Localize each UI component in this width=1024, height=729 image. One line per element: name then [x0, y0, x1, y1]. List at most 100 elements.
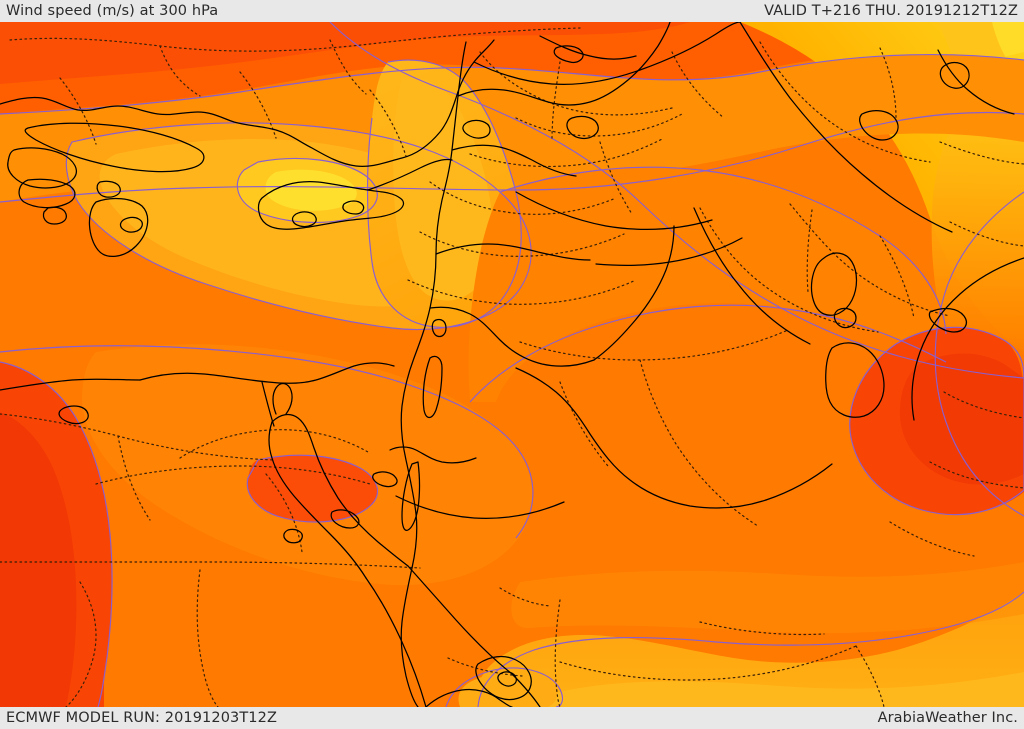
- island-small-2: [96, 180, 121, 198]
- contour-line: [934, 191, 1024, 517]
- coastline-sinai: [271, 413, 409, 567]
- coastline-nile-delta: [261, 381, 275, 427]
- coastline-lake-tuz: [566, 115, 599, 140]
- island-aegean-1: [7, 147, 77, 189]
- island-small-1: [42, 206, 68, 225]
- border-saudi-kuwait: [765, 463, 833, 501]
- border-iraq-iran: [739, 22, 953, 233]
- coastline-gulf-detail: [372, 471, 398, 488]
- map-viewport[interactable]: [0, 22, 1024, 707]
- admin-border: [671, 51, 725, 119]
- admin-border: [196, 569, 219, 707]
- coastline-redsea-east: [511, 673, 541, 707]
- band-gulf-core: [899, 353, 1024, 485]
- admin-border: [699, 621, 825, 636]
- island-rhodes: [88, 197, 149, 257]
- admin-border: [806, 209, 813, 293]
- contour-line: [477, 591, 1024, 707]
- island-aegean-2: [18, 178, 76, 209]
- contour-line: [329, 22, 1024, 379]
- coastline-red-sea-east: [407, 565, 513, 675]
- coastline-qatar: [810, 252, 858, 316]
- coastline-dead-sea: [422, 355, 443, 419]
- island-small-3: [119, 216, 143, 233]
- coastline-lake-urmia: [939, 61, 970, 89]
- island-crete-like: [24, 122, 205, 173]
- band-redsea-pocket: [458, 671, 558, 707]
- contour-line: [445, 667, 564, 707]
- admin-border: [0, 561, 421, 569]
- coastline-gulf-suez-west: [268, 421, 367, 579]
- admin-border: [407, 279, 637, 305]
- contour-line: [469, 304, 947, 403]
- contour-line-layer: [0, 22, 1024, 707]
- coastline-uae: [825, 342, 885, 418]
- valid-time-label: VALID T+216 THU. 20191212T12Z: [764, 3, 1018, 19]
- admin-border: [889, 521, 975, 557]
- band-arabia-midstreak: [511, 562, 1024, 634]
- admin-border: [419, 231, 625, 257]
- admin-border: [429, 181, 617, 215]
- admin-border: [879, 235, 915, 319]
- coastline-turkey-lake-van: [859, 110, 899, 141]
- cyprus-karpas: [367, 158, 453, 191]
- admin-border: [59, 77, 97, 145]
- contour-line: [65, 122, 532, 331]
- coastline-cyprus: [257, 180, 405, 230]
- band-saudi: [476, 592, 1024, 707]
- border-arabia-center: [693, 207, 811, 345]
- coastline-red-sea-west: [365, 577, 427, 707]
- coastline-levant: [400, 41, 467, 707]
- coastline-farasan: [497, 671, 517, 687]
- band-west-egypt-core: [0, 412, 77, 707]
- contour-line: [236, 157, 378, 223]
- contour-line: [0, 361, 113, 707]
- band-saudi-inner: [540, 672, 1024, 707]
- coastline-jeddah: [475, 655, 532, 701]
- admin-border: [117, 435, 151, 521]
- cyprus-detail-2: [291, 211, 317, 228]
- admin-border: [551, 61, 561, 141]
- admin-border: [499, 587, 551, 607]
- filled-contour-layer: [0, 22, 1024, 707]
- band-dead-sea-lobe: [247, 455, 378, 522]
- coastline-lagoon: [58, 405, 89, 425]
- border-syria-lebanon: [451, 144, 577, 177]
- coastline-caspian: [937, 49, 1015, 115]
- admin-border: [159, 45, 201, 97]
- coastline-egypt-north: [139, 362, 395, 384]
- admin-border: [554, 599, 561, 707]
- admin-border: [879, 47, 897, 119]
- contour-line: [0, 111, 1024, 203]
- admin-border: [469, 137, 665, 168]
- contour-line: [366, 59, 522, 328]
- coastline-sinai-tip: [330, 509, 360, 529]
- footer-bar: ECMWF MODEL RUN: 20191203T12Z ArabiaWeat…: [0, 707, 1024, 729]
- coastline-aqaba: [401, 461, 421, 531]
- admin-border: [559, 381, 609, 467]
- admin-border: [65, 581, 97, 707]
- admin-border-layer: [0, 27, 1024, 707]
- coastline-small-island-redsea: [283, 528, 303, 544]
- coastline-layer: [0, 22, 1024, 707]
- model-run-label: ECMWF MODEL RUN: 20191203T12Z: [6, 710, 277, 726]
- admin-border: [949, 221, 1024, 247]
- admin-border: [519, 329, 789, 361]
- contour-line: [246, 454, 379, 523]
- band-iraq-lighter: [468, 167, 946, 402]
- coastline-black-sea-2: [553, 45, 584, 64]
- coastline-sea-of-galilee: [431, 318, 447, 338]
- admin-border: [369, 89, 407, 157]
- admin-border: [329, 39, 367, 95]
- coastline-redsea-south-west: [425, 688, 513, 707]
- provider-label: ArabiaWeather Inc.: [877, 710, 1018, 726]
- border-levant-inland: [457, 22, 671, 106]
- band-cyprus-min: [265, 169, 357, 211]
- admin-border: [929, 461, 1024, 489]
- admin-border: [699, 207, 879, 333]
- admin-border: [943, 391, 1024, 419]
- border-turkey-syria-iraq: [473, 22, 741, 85]
- coastline-lake-small: [462, 119, 491, 139]
- coastline-libya-egypt: [0, 378, 141, 391]
- contour-line: [499, 166, 947, 335]
